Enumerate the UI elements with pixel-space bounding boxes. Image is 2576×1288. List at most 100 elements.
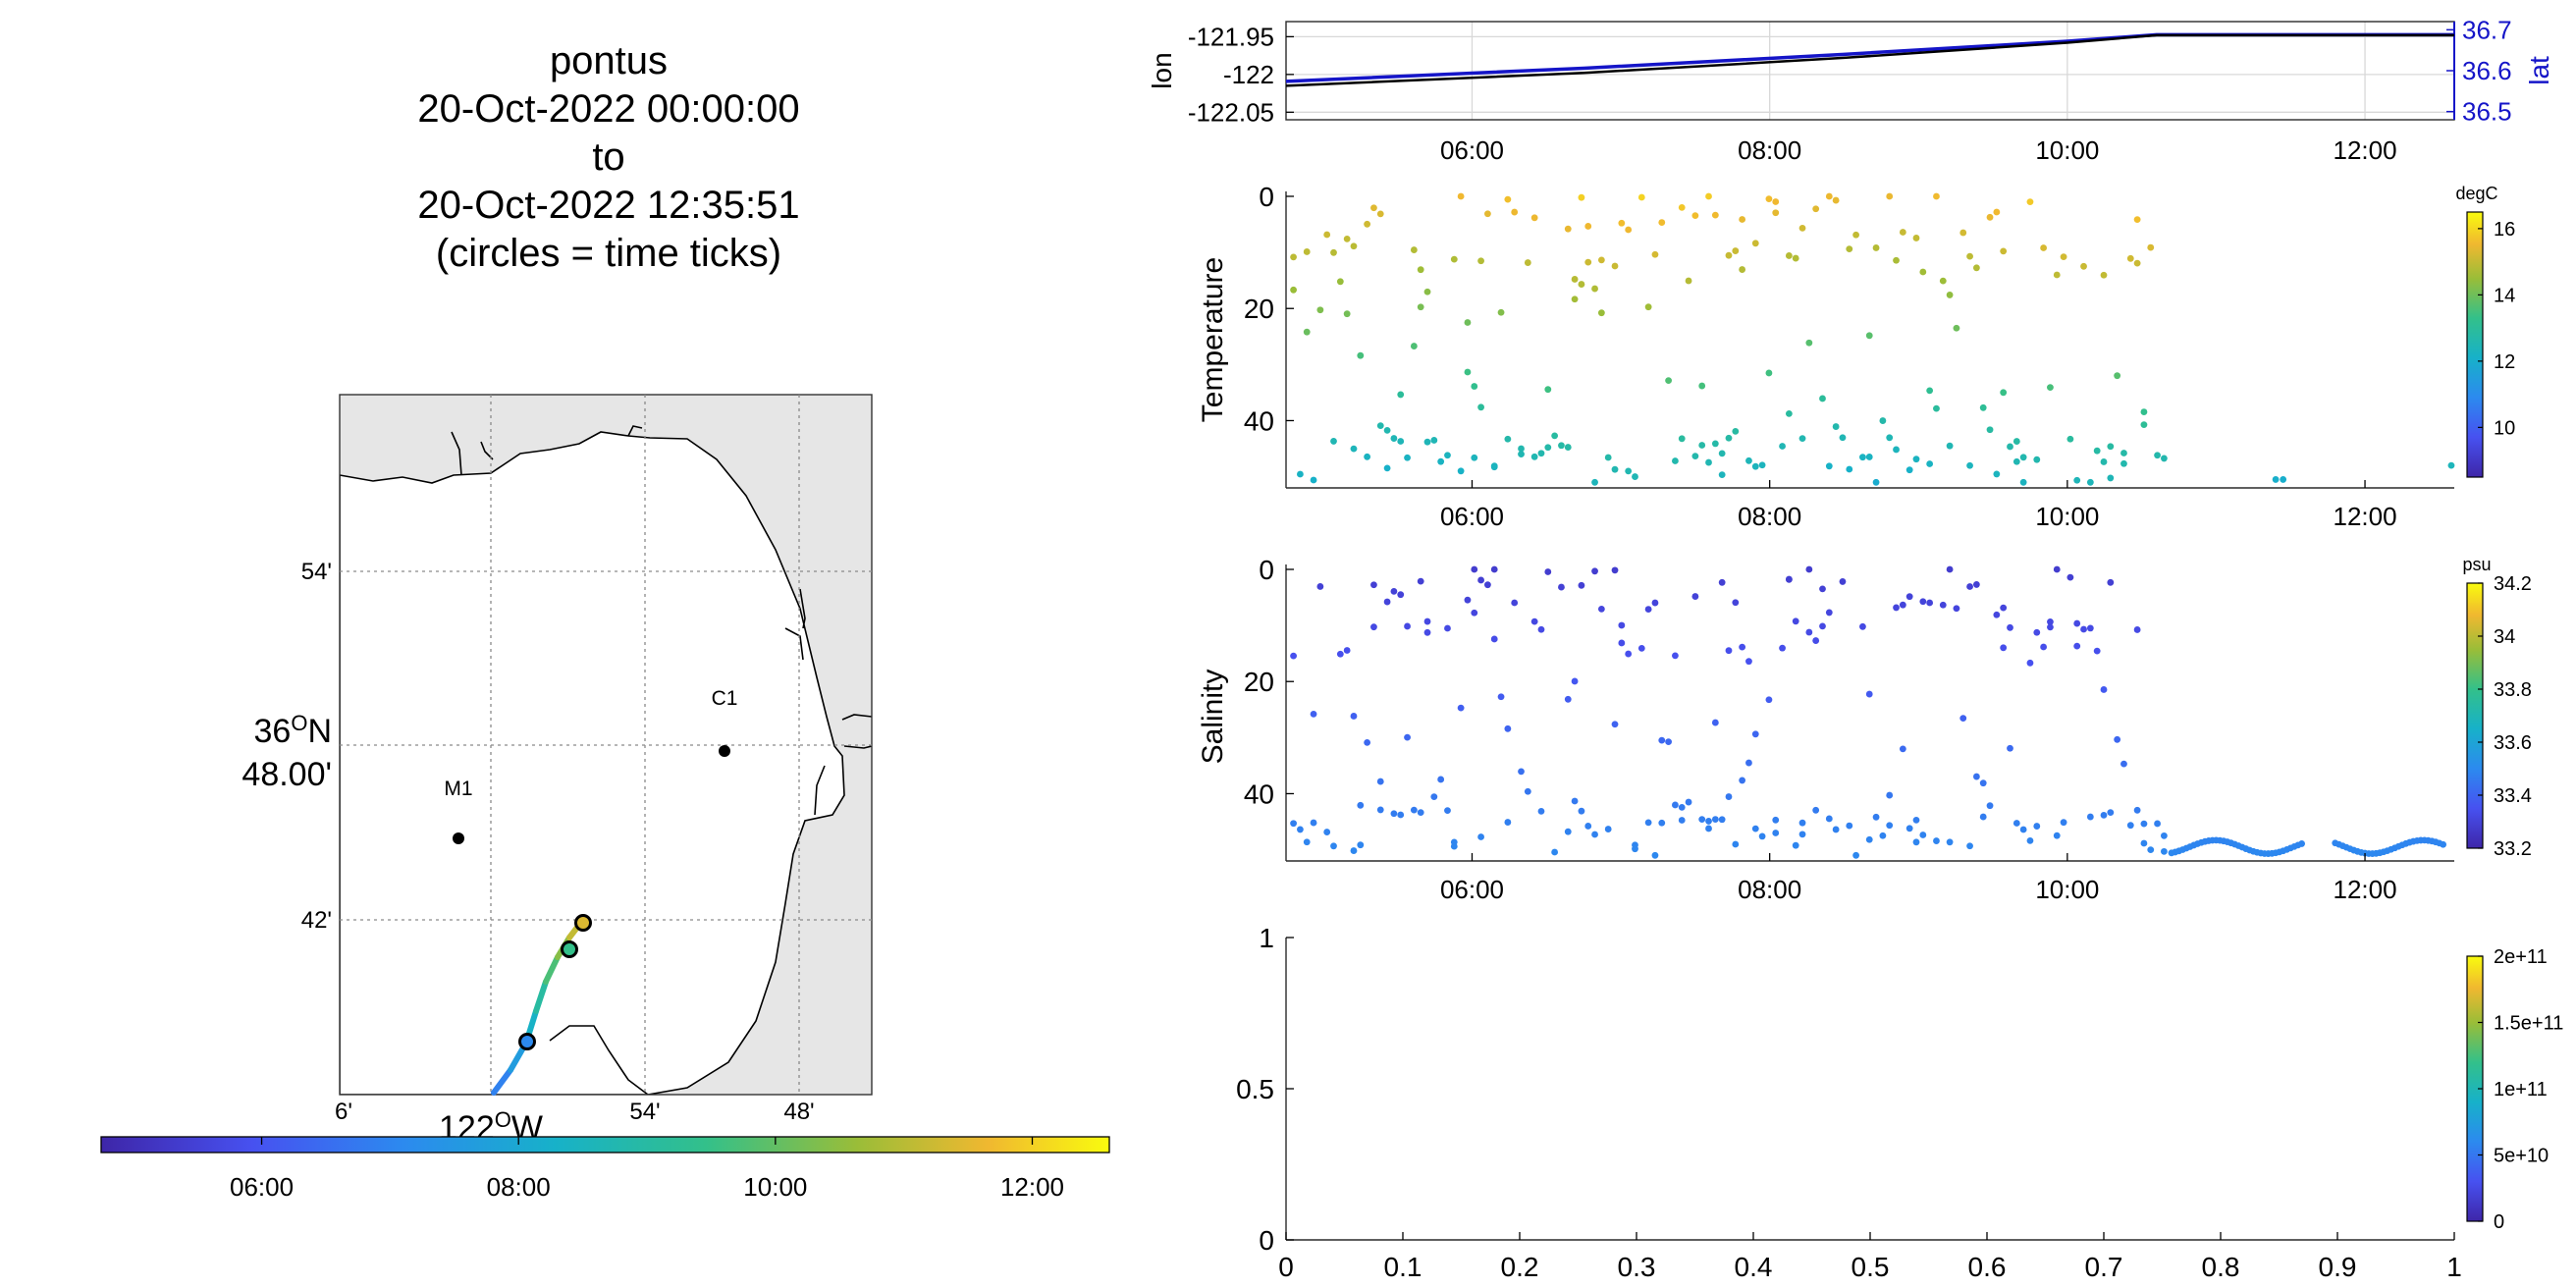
data-point bbox=[1651, 851, 1659, 859]
colorbar-tick-label: 14 bbox=[2494, 285, 2515, 306]
data-point bbox=[1477, 833, 1484, 840]
data-point bbox=[1597, 605, 1605, 613]
data-point bbox=[1926, 599, 1934, 607]
data-point bbox=[2272, 476, 2280, 483]
data-point bbox=[1979, 813, 1987, 821]
data-point bbox=[1672, 801, 1679, 809]
data-point bbox=[1905, 593, 1913, 601]
data-point bbox=[1825, 462, 1833, 470]
data-point bbox=[1825, 609, 1833, 617]
data-point bbox=[1504, 819, 1512, 826]
data-point bbox=[1912, 838, 1920, 846]
data-point bbox=[1564, 225, 1572, 233]
data-point bbox=[1364, 220, 1371, 228]
data-point bbox=[2100, 811, 2108, 819]
data-point bbox=[1933, 404, 1940, 412]
data-point bbox=[1745, 759, 1752, 767]
data-point bbox=[1678, 203, 1686, 211]
data-point bbox=[1839, 434, 1847, 442]
data-point bbox=[1812, 637, 1820, 644]
data-point bbox=[1477, 576, 1484, 584]
data-point bbox=[1893, 256, 1900, 264]
data-point bbox=[1919, 598, 1927, 606]
title-line-vehicle: pontus bbox=[549, 39, 669, 82]
data-point bbox=[2073, 476, 2081, 484]
data-point bbox=[1350, 445, 1358, 453]
lon-tick-label: -122 bbox=[1223, 60, 1274, 89]
data-point bbox=[1350, 847, 1358, 854]
empty-y-tick-label: 1 bbox=[1259, 923, 1274, 953]
data-point bbox=[1578, 281, 1585, 288]
data-point bbox=[1946, 565, 1954, 573]
data-point bbox=[1886, 822, 1894, 830]
data-point bbox=[2026, 836, 2034, 844]
data-point bbox=[1310, 710, 1317, 718]
data-point bbox=[1571, 295, 1579, 303]
title-line-start: 20-Oct-2022 00:00:00 bbox=[417, 87, 800, 131]
data-point bbox=[1939, 277, 1947, 285]
data-point bbox=[2107, 809, 2115, 817]
colorbar-tick-label: 33.6 bbox=[2494, 732, 2532, 754]
data-point bbox=[2019, 478, 2027, 486]
data-point bbox=[1718, 471, 1726, 479]
colorbar-tick-label: 1.5e+11 bbox=[2494, 1013, 2563, 1035]
data-point bbox=[1785, 409, 1793, 417]
data-point bbox=[1979, 403, 1987, 411]
data-point bbox=[1357, 351, 1365, 359]
data-point bbox=[1805, 628, 1813, 636]
data-point bbox=[2440, 840, 2447, 848]
position-x-tick-label: 06:00 bbox=[1440, 135, 1504, 165]
colorbar-tick-label: 12 bbox=[2494, 351, 2515, 373]
data-point bbox=[1979, 779, 1987, 787]
data-point bbox=[1618, 639, 1626, 647]
data-point bbox=[1477, 257, 1484, 265]
data-point bbox=[1591, 831, 1598, 838]
data-point bbox=[2086, 478, 2094, 486]
data-point bbox=[1290, 286, 1297, 294]
data-point bbox=[1450, 255, 1458, 263]
data-point bbox=[1725, 251, 1733, 259]
lon-tick-label: -121.95 bbox=[1188, 22, 1274, 51]
data-point bbox=[1939, 601, 1947, 609]
data-point bbox=[1376, 422, 1384, 430]
data-point bbox=[2280, 476, 2287, 483]
salinity-axis-label: Salinity bbox=[1197, 670, 1229, 765]
data-point bbox=[1524, 259, 1531, 266]
empty-x-tick-label: 0.2 bbox=[1501, 1252, 1539, 1282]
data-point bbox=[1457, 704, 1465, 712]
data-point bbox=[1376, 778, 1384, 785]
data-point bbox=[2126, 254, 2134, 262]
data-point bbox=[1905, 466, 1913, 474]
data-point bbox=[1437, 776, 1445, 783]
data-point bbox=[1303, 838, 1311, 846]
data-point bbox=[1893, 446, 1900, 454]
data-point bbox=[1792, 254, 1799, 262]
data-point bbox=[1751, 462, 1759, 470]
data-point bbox=[1290, 253, 1297, 261]
data-point bbox=[1383, 426, 1391, 434]
map-lon-tick-6: 6' bbox=[335, 1099, 352, 1125]
empty-y-tick-label: 0 bbox=[1259, 1225, 1274, 1256]
data-point bbox=[1544, 568, 1552, 575]
time-colorbar-tick-label: 08:00 bbox=[487, 1172, 551, 1202]
position-x-tick-label: 08:00 bbox=[1738, 135, 1801, 165]
data-point bbox=[1537, 807, 1545, 815]
data-point bbox=[1765, 195, 1773, 203]
data-point bbox=[2053, 271, 2061, 279]
position-lat-label: lat bbox=[2524, 56, 2554, 85]
data-point bbox=[1484, 581, 1491, 589]
data-point bbox=[2000, 247, 2008, 255]
data-point bbox=[1571, 276, 1579, 283]
temperature-colorbar bbox=[2466, 211, 2484, 478]
data-point bbox=[1772, 816, 1780, 824]
data-point bbox=[1632, 473, 1638, 480]
data-point bbox=[1357, 841, 1365, 849]
data-point bbox=[2147, 243, 2155, 251]
data-point bbox=[1578, 807, 1585, 815]
data-point bbox=[1383, 598, 1391, 606]
data-point bbox=[1798, 831, 1806, 838]
data-point bbox=[1644, 606, 1652, 613]
data-point bbox=[1899, 601, 1906, 609]
data-point bbox=[1859, 622, 1866, 630]
data-point bbox=[1537, 625, 1545, 633]
